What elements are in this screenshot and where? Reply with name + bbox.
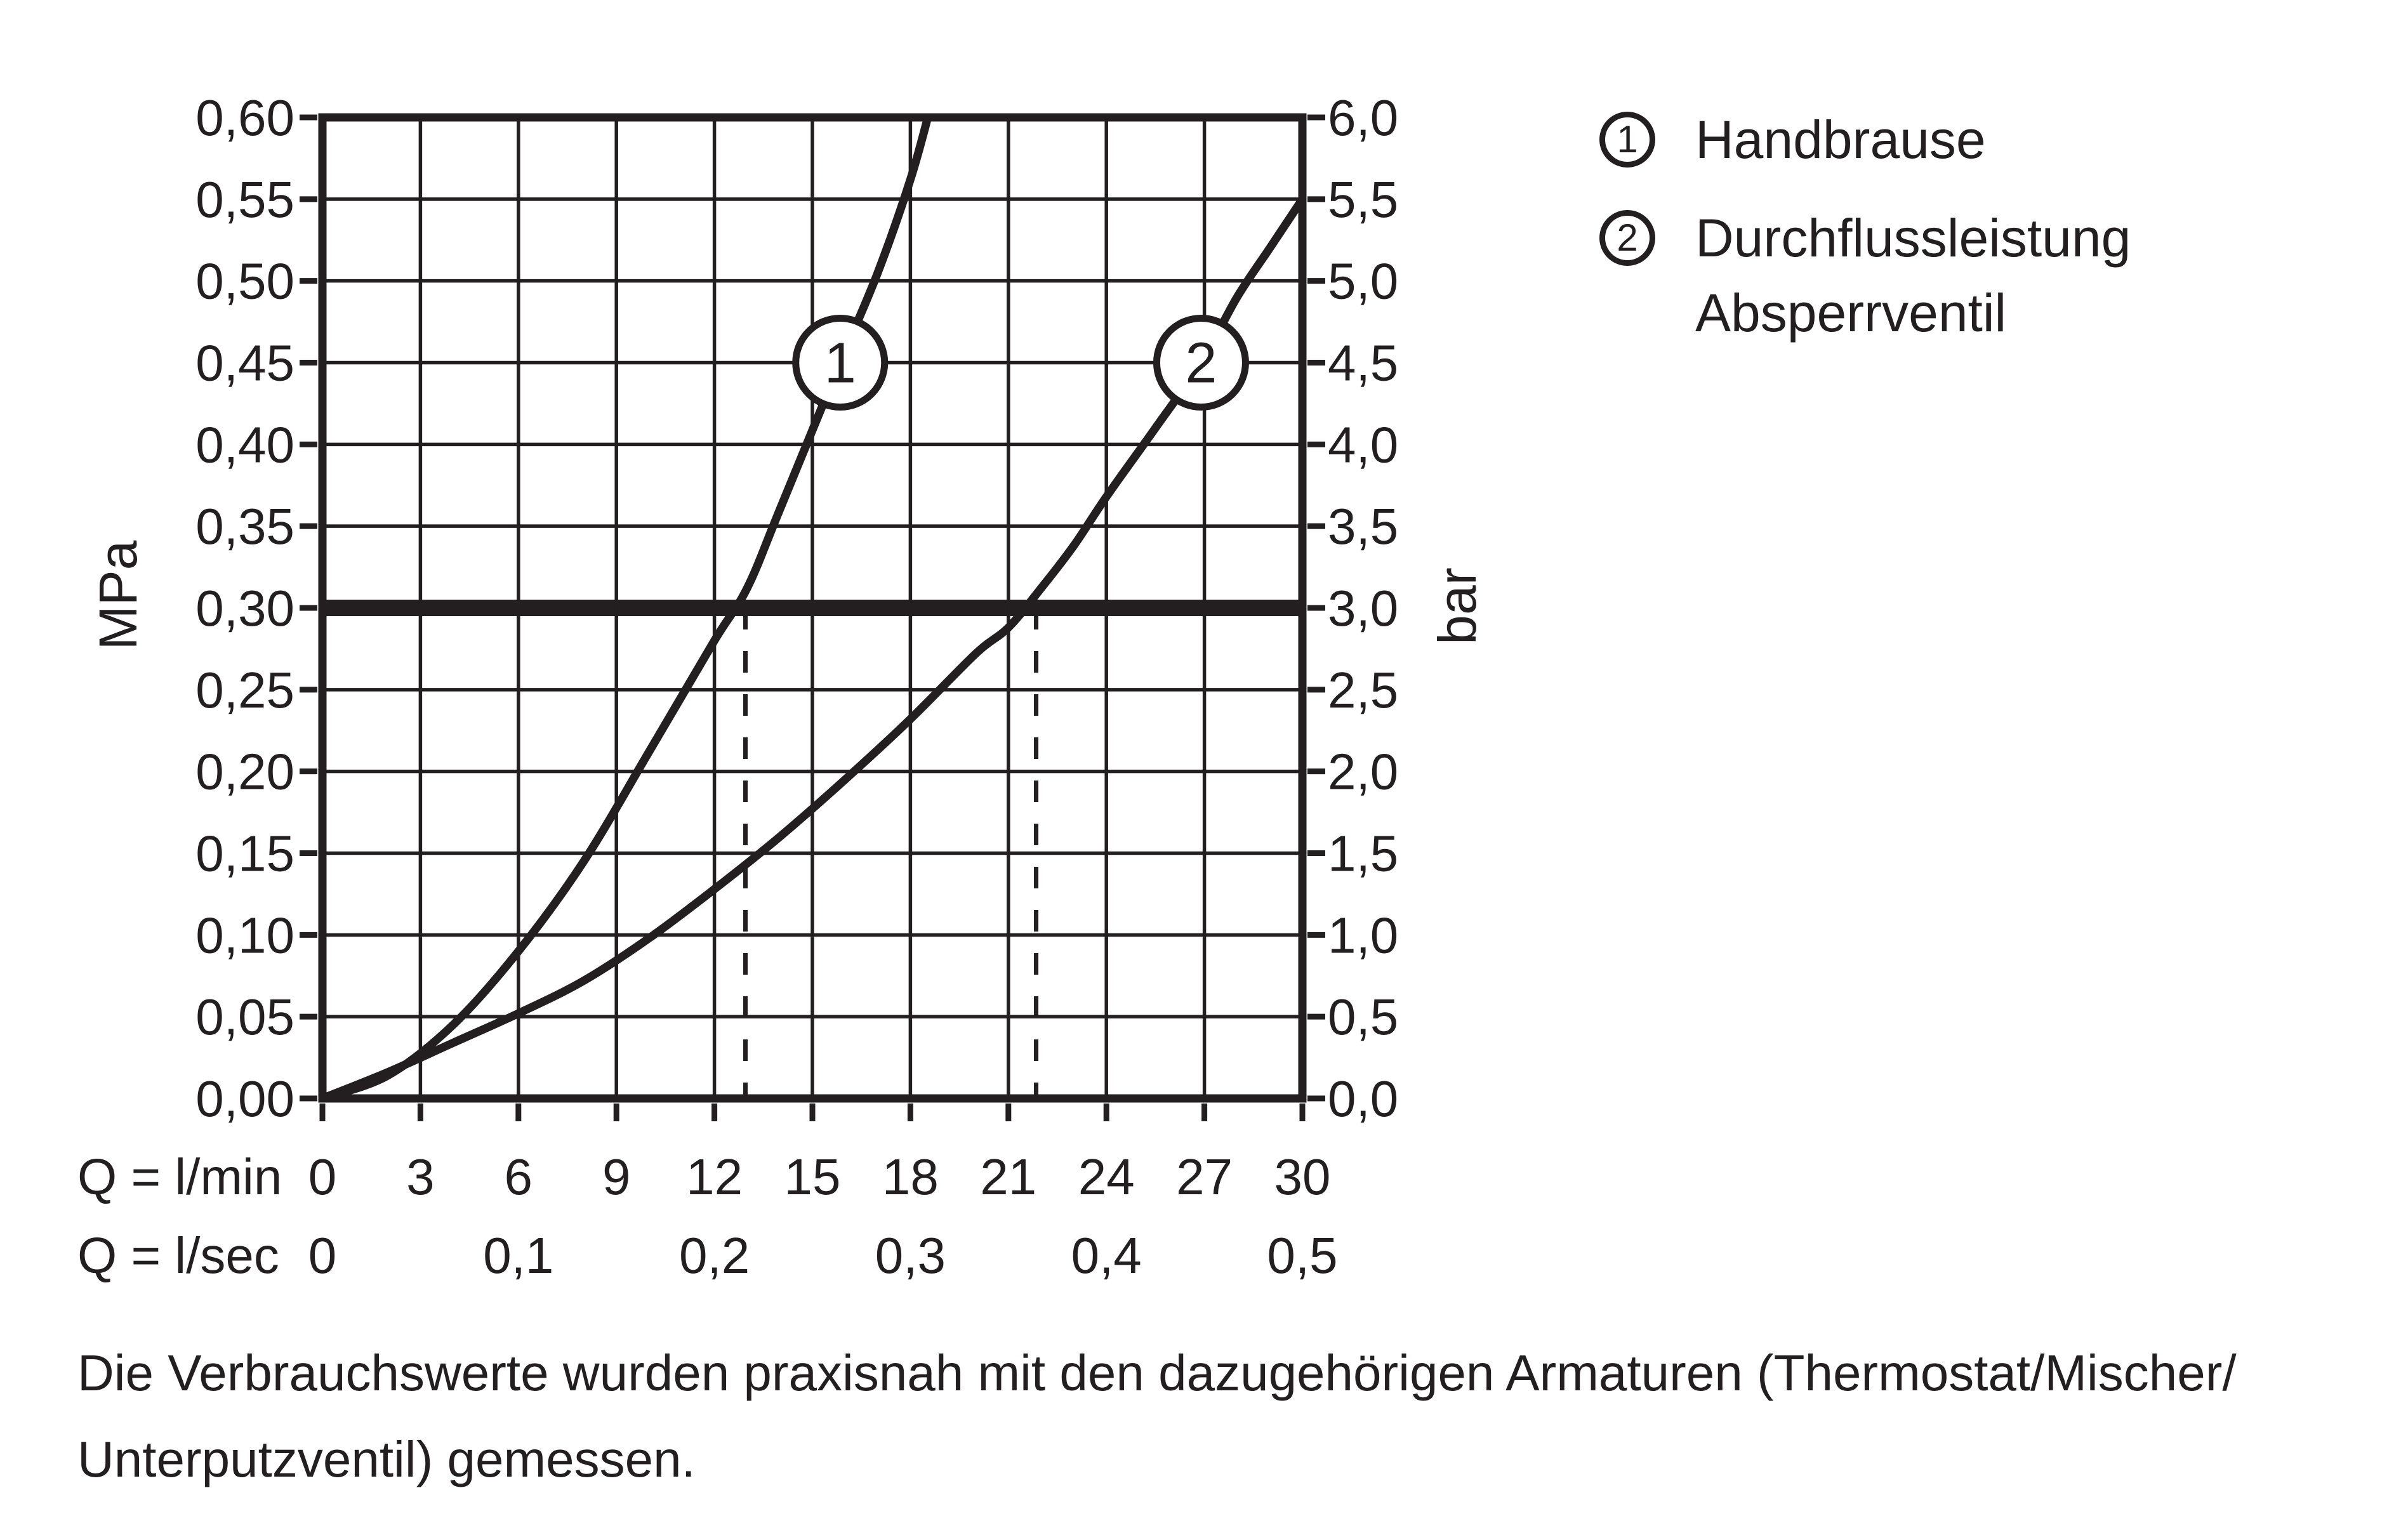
y-axis-right-label: 5,0 [1328,253,1398,310]
x-axis-lmin-label: 6 [505,1149,533,1205]
x-axis-lmin-label: 9 [602,1149,631,1205]
y-axis-right-label: 2,0 [1328,744,1398,800]
x-axis-lmin-label: 3 [406,1149,435,1205]
y-axis-left-label: 0,05 [195,989,294,1045]
y-axis-left-label: 0,60 [195,89,294,146]
measurement-note-line1: Die Verbrauchswerte wurden praxisnah mit… [77,1345,2237,1401]
y-axis-left-label: 0,45 [195,335,294,392]
y-axis-left-label: 0,55 [195,171,294,228]
y-axis-left-label: 0,25 [195,662,294,718]
curve-marker-2-icon [1153,315,1249,411]
x-axis-lsec-label: 0,1 [483,1227,553,1284]
measurement-note: Die Verbrauchswerte wurden praxisnah mit… [77,1330,2237,1503]
legend-label-handbrause: Handbrause [1695,110,1986,169]
y-axis-left-label: 0,40 [195,416,294,473]
curve-marker-1-icon [792,315,889,411]
y-axis-right-label: 4,5 [1328,335,1398,392]
curve-marker-2-digit: 2 [1185,332,1217,395]
curve-1 [321,117,932,1103]
x-axis-lmin-label: 18 [882,1149,939,1205]
legend-label-absperrventil-line1: Durchflussleistung [1695,208,2131,268]
y-axis-right-label: 0,0 [1328,1071,1398,1127]
legend-item-handbrause: 1 Handbrause [1599,112,1986,168]
curve-marker-1-digit: 1 [824,332,856,395]
x-axis-lsec-label: 0,5 [1267,1227,1337,1284]
x-axis-lmin-label: 15 [784,1149,841,1205]
y-axis-left-label: 0,15 [195,826,294,882]
x-axis-lmin-title: Q = l/min [77,1149,282,1205]
y-axis-left-label: 0,00 [195,1071,294,1127]
y-axis-right-label: 3,5 [1328,498,1398,555]
y-axis-left-label: 0,50 [195,253,294,310]
x-axis-lmin-label: 0 [308,1149,337,1205]
y-axis-right-unit: bar [1427,567,1487,644]
x-axis-lmin-label: 30 [1274,1149,1331,1205]
legend-label-absperrventil: Durchflussleistung Absperrventil [1695,201,2131,350]
x-axis-lmin-label: 12 [686,1149,743,1205]
y-axis-left-label: 0,35 [195,498,294,555]
legend-item-absperrventil: 2 Durchflussleistung Absperrventil [1599,208,2131,350]
y-axis-left-label: 0,20 [195,744,294,800]
plot-frame [318,113,1307,1103]
x-axis-lsec-label: 0,2 [679,1227,750,1284]
measurement-note-line2: Unterputzventil) gemessen. [77,1431,696,1487]
y-axis-right-label: 4,0 [1328,416,1398,473]
x-axis-lmin-label: 21 [980,1149,1036,1205]
y-axis-right-label: 1,0 [1328,907,1398,963]
y-axis-left-label: 0,30 [195,580,294,636]
y-axis-right-label: 3,0 [1328,580,1398,636]
y-axis-right-label: 2,5 [1328,662,1398,718]
legend-marker-1-icon: 1 [1599,112,1655,168]
x-axis-lsec-label: 0,4 [1071,1227,1142,1284]
legend-label-absperrventil-line2: Absperrventil [1695,283,2007,343]
y-axis-right-label: 5,5 [1328,171,1398,228]
y-axis-right-label: 1,5 [1328,826,1398,882]
x-axis-lsec-label: 0,3 [875,1227,946,1284]
x-axis-lmin-label: 27 [1176,1149,1233,1205]
x-axis-lsec-label: 0 [308,1227,337,1284]
y-axis-right-label: 0,5 [1328,989,1398,1045]
y-axis-left-label: 0,10 [195,907,294,963]
x-axis-lsec-title: Q = l/sec [77,1227,279,1284]
x-axis-lmin-label: 24 [1078,1149,1135,1205]
y-axis-left-unit: MPa [88,540,148,650]
legend-marker-2-icon: 2 [1599,210,1655,266]
y-axis-right-label: 6,0 [1328,89,1398,146]
